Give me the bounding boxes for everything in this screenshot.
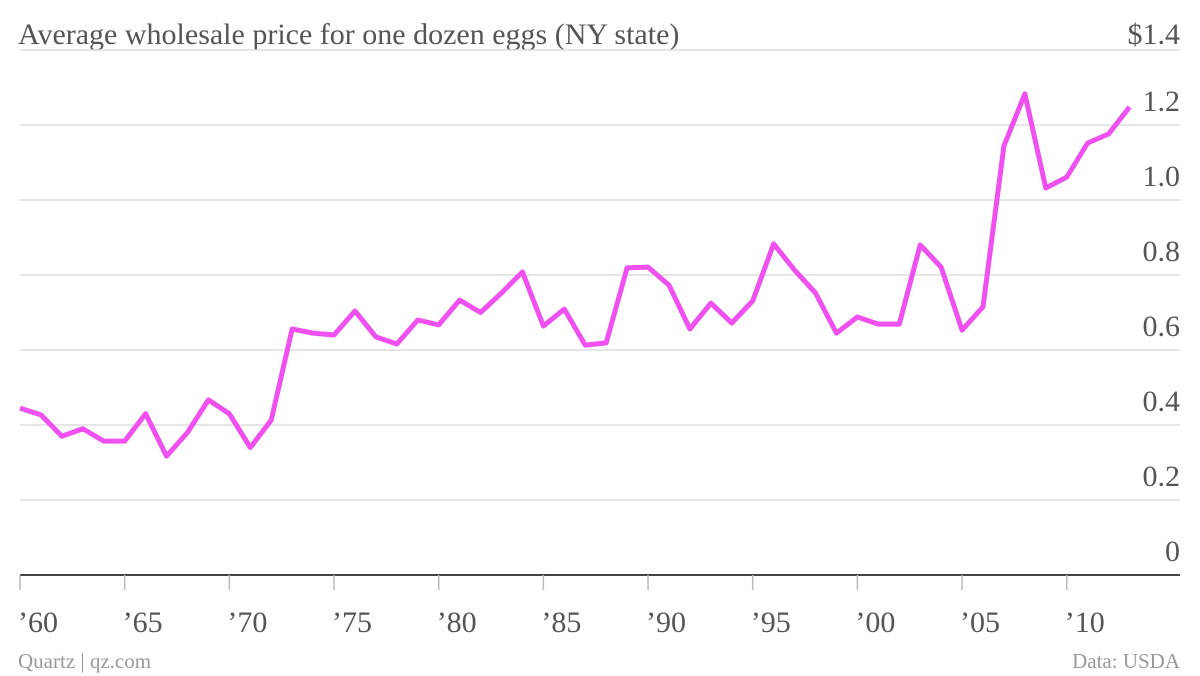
x-tick-label: ’10 bbox=[1065, 606, 1105, 639]
y-tick-label: 0.2 bbox=[1143, 460, 1181, 493]
y-tick-label: 0.8 bbox=[1143, 235, 1181, 268]
y-tick-label: 0.6 bbox=[1143, 310, 1181, 343]
y-tick-label: 0.4 bbox=[1143, 385, 1181, 418]
x-tick-label: ’80 bbox=[437, 606, 477, 639]
x-tick-label: ’05 bbox=[960, 606, 1000, 639]
x-tick-label: ’65 bbox=[123, 606, 163, 639]
y-tick-label: $1.4 bbox=[1128, 18, 1181, 51]
x-tick-label: ’60 bbox=[18, 606, 58, 639]
x-tick-label: ’00 bbox=[855, 606, 895, 639]
y-tick-label: 1.2 bbox=[1143, 85, 1181, 118]
x-tick-label: ’90 bbox=[646, 606, 686, 639]
credit: Data: USDA bbox=[1072, 649, 1181, 673]
chart-title: Average wholesale price for one dozen eg… bbox=[18, 18, 679, 51]
y-tick-label: 0 bbox=[1165, 535, 1180, 568]
x-tick-label: ’75 bbox=[332, 606, 372, 639]
x-tick-label: ’70 bbox=[227, 606, 267, 639]
y-tick-label: 1.0 bbox=[1143, 160, 1181, 193]
x-tick-label: ’85 bbox=[541, 606, 581, 639]
x-tick-label: ’95 bbox=[751, 606, 791, 639]
source: Quartz | qz.com bbox=[18, 649, 151, 673]
price-line bbox=[19, 91, 1132, 459]
